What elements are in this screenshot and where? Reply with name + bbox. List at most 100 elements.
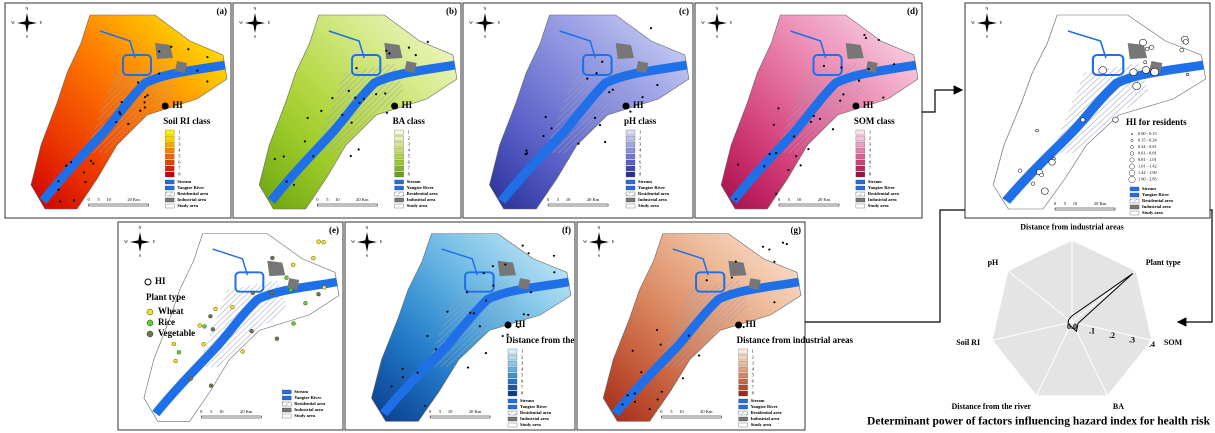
chart-title: Determinant power of factors influencing… bbox=[867, 416, 1211, 428]
class-swatch bbox=[855, 153, 866, 160]
compass-label: S bbox=[366, 253, 368, 258]
panel-label: (a) bbox=[217, 6, 228, 16]
legend-swatch bbox=[282, 401, 292, 407]
scale-label: 10 bbox=[679, 409, 684, 414]
hi-range-symbol bbox=[1128, 176, 1136, 183]
sample-point bbox=[542, 134, 545, 138]
sample-point bbox=[1040, 187, 1049, 195]
legend-label: Industrial area bbox=[751, 416, 781, 421]
class-swatch bbox=[855, 165, 866, 172]
sample-point bbox=[812, 114, 815, 118]
legend-label: Yangtze River bbox=[520, 404, 547, 409]
legend-title: Distance from the river bbox=[506, 335, 596, 345]
stream bbox=[328, 30, 365, 59]
sample-point bbox=[202, 324, 207, 329]
sample-point bbox=[781, 241, 785, 244]
sample-point bbox=[882, 96, 885, 99]
sample-point bbox=[322, 285, 327, 290]
sample-point bbox=[1112, 116, 1119, 123]
sample-point bbox=[146, 94, 149, 97]
legend-label: Residential area bbox=[751, 410, 783, 415]
class-swatch bbox=[165, 165, 175, 172]
hi-symbol bbox=[735, 321, 743, 329]
sample-point bbox=[648, 408, 651, 411]
class-swatch bbox=[394, 147, 404, 154]
compass-label: E bbox=[1000, 20, 1003, 25]
axis-line bbox=[1071, 321, 1109, 397]
class-label: 2 bbox=[178, 136, 180, 141]
class-label: 2 bbox=[869, 136, 871, 141]
legend-title: Distance from industrial areas bbox=[737, 335, 854, 345]
sample-point bbox=[385, 111, 389, 114]
r-tick-label: 0.0 bbox=[1067, 322, 1077, 331]
legend-marker-label: HI bbox=[633, 100, 644, 110]
class-swatch bbox=[165, 129, 175, 136]
sample-point bbox=[341, 113, 344, 116]
sample-point bbox=[303, 300, 308, 306]
sample-point bbox=[1039, 172, 1044, 178]
industrial-area bbox=[845, 43, 878, 73]
map bbox=[143, 233, 340, 422]
class-swatch bbox=[625, 147, 636, 154]
legend-swatch bbox=[282, 395, 292, 401]
sample-point bbox=[1129, 68, 1138, 76]
hi-range-label: 0.81 - 1.01 bbox=[1138, 157, 1157, 162]
sample-point bbox=[478, 325, 482, 328]
scale-label: 0 bbox=[316, 197, 319, 202]
legend-swatch bbox=[394, 197, 404, 203]
map bbox=[371, 233, 572, 422]
scale-label: 20 Km bbox=[127, 197, 140, 202]
sample-point bbox=[831, 128, 835, 131]
scale-label: 0 bbox=[1054, 201, 1057, 206]
scale-label: 20 Km bbox=[587, 197, 600, 202]
scale-bar bbox=[429, 415, 491, 419]
class-swatch bbox=[165, 159, 175, 166]
industrial-area bbox=[384, 43, 417, 73]
class-label: 3 bbox=[869, 142, 872, 147]
legend-swatch bbox=[738, 410, 748, 416]
sample-point bbox=[522, 313, 525, 316]
class-label: 4 bbox=[639, 148, 642, 153]
class-swatch bbox=[855, 135, 866, 142]
legend-swatch bbox=[855, 179, 866, 185]
legend-swatch bbox=[625, 197, 636, 203]
class-swatch bbox=[625, 153, 636, 160]
sample-point bbox=[118, 111, 121, 114]
legend-marker-label: HI bbox=[515, 319, 526, 329]
legend-swatch bbox=[1129, 210, 1140, 216]
legend-swatch bbox=[855, 203, 866, 209]
sample-point bbox=[586, 77, 589, 80]
axis-label: Soil RI bbox=[956, 338, 980, 347]
panel-label: (c) bbox=[679, 6, 689, 16]
sample-point bbox=[687, 334, 690, 337]
sample-point bbox=[553, 271, 556, 274]
sample-point bbox=[1141, 66, 1150, 74]
sample-point bbox=[115, 120, 118, 124]
legend-swatch bbox=[165, 185, 175, 191]
sample-point bbox=[472, 312, 476, 315]
scale-label: 5 bbox=[326, 197, 329, 202]
compass-label: W bbox=[971, 20, 975, 25]
class-swatch bbox=[507, 348, 518, 355]
sample-point bbox=[84, 181, 87, 184]
class-label: 4 bbox=[178, 148, 181, 153]
class-swatch bbox=[855, 141, 866, 148]
scale-label: 10 bbox=[335, 197, 340, 202]
panel-label: (f) bbox=[562, 225, 571, 235]
scale-bar bbox=[88, 203, 149, 207]
legend-title: Plant type bbox=[146, 292, 185, 302]
sample-point bbox=[1145, 46, 1150, 51]
scale-bar bbox=[1054, 207, 1116, 211]
sample-point bbox=[208, 314, 213, 319]
sample-point bbox=[127, 122, 130, 126]
compass-label: N bbox=[484, 6, 487, 11]
legend-swatch bbox=[625, 185, 636, 191]
sample-point bbox=[173, 358, 178, 364]
class-label: 1 bbox=[752, 349, 754, 354]
radar-line bbox=[1067, 273, 1134, 333]
axis-label: SOM bbox=[1164, 338, 1183, 347]
sample-point bbox=[385, 49, 388, 52]
sample-point bbox=[434, 348, 437, 351]
